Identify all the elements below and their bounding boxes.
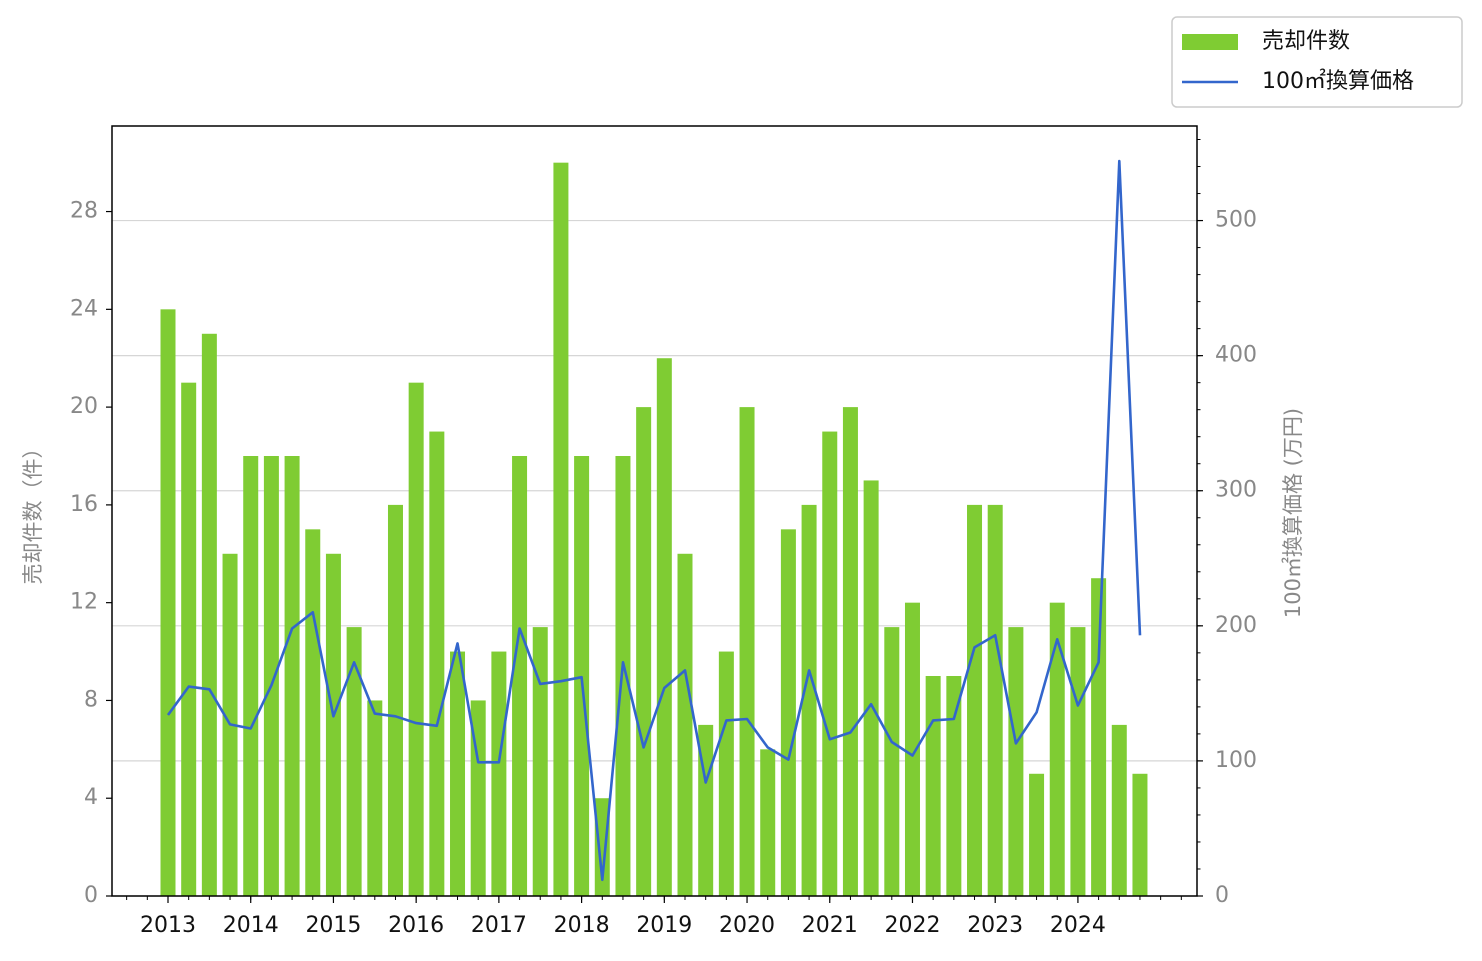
bar: [718, 651, 734, 896]
y-tick-label: 16: [70, 492, 98, 517]
bar: [450, 651, 466, 896]
bar: [863, 480, 879, 896]
y2-axis-label: 100㎡換算価格 (万円): [1281, 408, 1305, 618]
bar: [760, 749, 776, 896]
x-tick-label: 2016: [388, 913, 444, 938]
bar: [284, 456, 300, 896]
x-tick-label: 2015: [305, 913, 361, 938]
legend-label: 売却件数: [1262, 29, 1350, 54]
x-tick-label: 2018: [554, 913, 610, 938]
bar: [925, 676, 941, 896]
bar: [1111, 724, 1127, 896]
x-tick-label: 2023: [967, 913, 1023, 938]
bar: [408, 382, 424, 897]
y-tick-label: 12: [70, 590, 98, 615]
bar: [553, 162, 569, 896]
bar: [263, 456, 279, 896]
bar: [1132, 773, 1148, 896]
x-tick-label: 2013: [140, 913, 196, 938]
x-tick-label: 2020: [719, 913, 775, 938]
bar: [1049, 602, 1065, 896]
bar: [325, 553, 341, 896]
y2-tick-label: 500: [1215, 208, 1257, 233]
bar: [967, 504, 983, 896]
y2-tick-label: 400: [1215, 343, 1257, 368]
y2-tick-label: 300: [1215, 478, 1257, 503]
bar: [884, 627, 900, 896]
bar: [532, 627, 548, 896]
bar: [801, 504, 817, 896]
y-tick-label: 8: [84, 687, 98, 712]
bar: [491, 651, 507, 896]
bar: [842, 407, 858, 896]
y2-tick-label: 100: [1215, 748, 1257, 773]
y2-tick-label: 200: [1215, 613, 1257, 638]
bar: [367, 700, 383, 896]
y-tick-label: 28: [70, 199, 98, 224]
bar: [1008, 627, 1024, 896]
legend-frame: [1171, 16, 1463, 108]
bar: [243, 456, 259, 896]
x-tick-label: 2017: [471, 913, 527, 938]
legend: 売却件数 100㎡換算価格: [1171, 16, 1463, 108]
bar: [1091, 578, 1107, 896]
x-tick-label: 2024: [1050, 913, 1106, 938]
line: [166, 159, 1142, 882]
x-tick-label: 2014: [223, 913, 279, 938]
bar: [987, 504, 1003, 896]
bar: [305, 529, 321, 896]
legend-swatch: [1182, 34, 1238, 50]
y-tick-label: 20: [70, 394, 98, 419]
bar: [512, 456, 528, 896]
x-tick-label: 2019: [636, 913, 692, 938]
bar: [181, 382, 197, 897]
bar: [594, 798, 610, 896]
bar: [387, 504, 403, 896]
bar: [1029, 773, 1045, 896]
bar: [160, 309, 176, 896]
bar: [677, 553, 693, 896]
bar: [739, 407, 755, 896]
bar: [636, 407, 652, 896]
y-tick-label: 24: [70, 296, 98, 321]
y-axis-label: 売却件数（件）: [21, 438, 45, 585]
y-tick-label: 0: [84, 883, 98, 908]
bar: [822, 431, 838, 896]
y-tick-label: 4: [84, 785, 98, 810]
bar: [201, 333, 217, 896]
bar: [1070, 627, 1086, 896]
bar: [429, 431, 445, 896]
bar: [946, 676, 962, 896]
bar: [904, 602, 920, 896]
x-tick-label: 2021: [802, 913, 858, 938]
y2-tick-label: 0: [1215, 883, 1229, 908]
bar: [656, 358, 672, 896]
legend-label: 100㎡換算価格: [1262, 68, 1414, 94]
bar: [780, 529, 796, 896]
bar: [346, 627, 362, 896]
bar: [470, 700, 486, 896]
x-tick-label: 2022: [884, 913, 940, 938]
plot-frame: [111, 125, 1198, 897]
